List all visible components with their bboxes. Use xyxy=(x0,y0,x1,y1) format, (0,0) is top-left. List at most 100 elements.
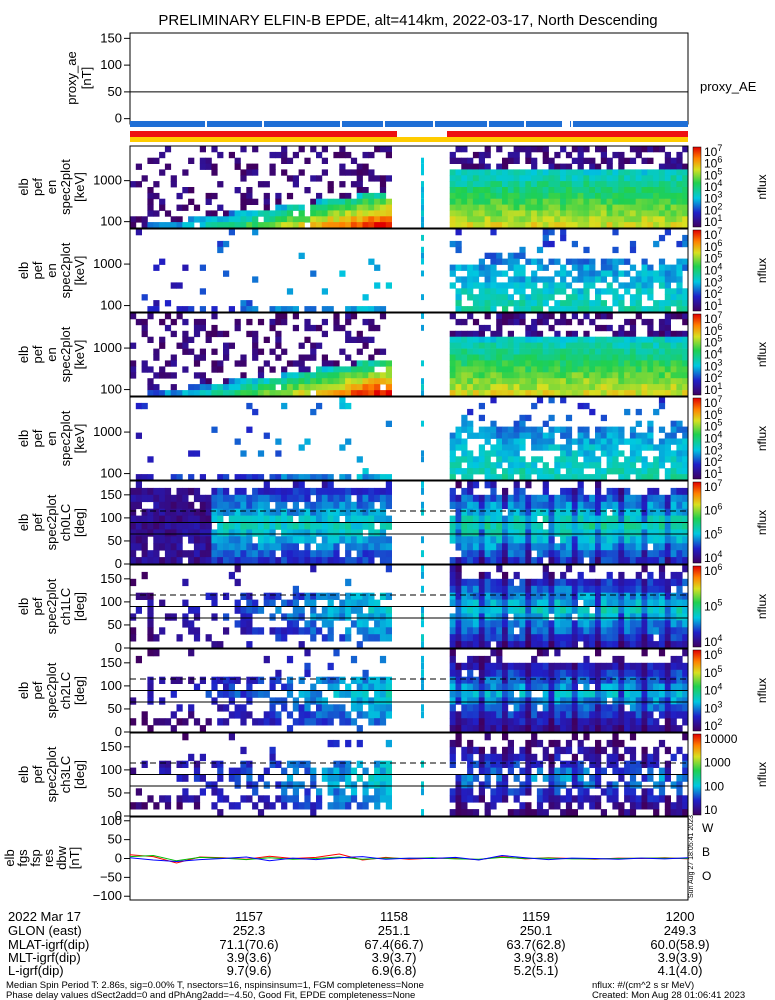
heatmap-cell xyxy=(658,163,666,170)
heatmap-cell xyxy=(595,444,602,451)
heatmap-cell xyxy=(379,697,387,705)
heatmap-cell xyxy=(600,414,607,422)
heatmap-cell xyxy=(571,210,578,217)
heatmap-cell xyxy=(658,366,666,373)
heatmap-cell xyxy=(240,620,247,628)
heatmap-cell xyxy=(548,578,555,587)
heatmap-cell xyxy=(385,802,392,810)
heatmap-cell xyxy=(635,438,642,445)
heatmap-cell xyxy=(664,264,671,271)
heatmap-cell xyxy=(461,683,468,691)
heatmap-cell xyxy=(182,204,189,211)
heatmap-cell xyxy=(269,222,276,229)
heatmap-cell xyxy=(298,204,305,211)
heatmap-cell xyxy=(542,151,549,159)
heatmap-cell xyxy=(484,620,491,628)
heatmap-cell xyxy=(606,515,613,523)
heatmap-cell xyxy=(362,378,369,385)
heatmap-cell xyxy=(554,390,561,397)
heatmap-cell xyxy=(618,522,625,530)
heatmap-cell xyxy=(327,216,334,223)
heatmap-cell xyxy=(275,795,282,803)
heatmap-cell xyxy=(298,360,305,367)
colorbar-label: nflux xyxy=(755,258,769,283)
heatmap-cell xyxy=(472,204,480,211)
heatmap-cell xyxy=(449,655,456,664)
heatmap-cell xyxy=(624,192,631,200)
heatmap-cell xyxy=(635,198,642,205)
heatmap-cell xyxy=(635,204,642,211)
heatmap-cell xyxy=(548,354,555,361)
heatmap-cell xyxy=(170,550,177,558)
heatmap-cell xyxy=(345,634,352,642)
heatmap-cell xyxy=(583,432,590,439)
heatmap-cell xyxy=(362,294,369,301)
heatmap-cell xyxy=(455,620,462,628)
heatmap-cell xyxy=(147,487,154,496)
heatmap-cell xyxy=(345,529,352,537)
heatmap-cell xyxy=(624,360,631,367)
heatmap-cell xyxy=(548,366,555,373)
heatmap-cell xyxy=(490,420,497,427)
heatmap-cell xyxy=(135,543,142,551)
heatmap-cell xyxy=(618,494,625,503)
heatmap-cell xyxy=(164,360,172,367)
heatmap-cell xyxy=(379,550,387,558)
heatmap-cell xyxy=(560,578,567,587)
heatmap-cell xyxy=(135,216,142,223)
heatmap-cell xyxy=(682,234,689,242)
heatmap-cell xyxy=(565,384,573,391)
heatmap-cell xyxy=(286,522,294,530)
heatmap-cell xyxy=(199,163,206,170)
heatmap-cell xyxy=(612,444,619,451)
heatmap-cell xyxy=(228,676,235,684)
gap-strip-cell xyxy=(421,246,424,253)
heatmap-cell xyxy=(199,264,206,271)
heatmap-cell xyxy=(583,438,590,445)
heatmap-cell xyxy=(571,718,578,726)
heatmap-cell xyxy=(519,354,526,361)
heatmap-cell xyxy=(589,634,596,642)
heatmap-cell xyxy=(304,508,311,516)
heatmap-cell xyxy=(304,494,311,503)
heatmap-cell xyxy=(600,599,607,607)
heatmap-cell xyxy=(554,204,561,211)
panel-ylabel: [keV] xyxy=(72,256,87,286)
heatmap-cell xyxy=(234,210,241,217)
heatmap-cell xyxy=(641,613,648,621)
heatmap-cell xyxy=(664,683,671,691)
heatmap-cell xyxy=(246,711,253,719)
colorbar-tick-label: 105 xyxy=(704,664,722,680)
heatmap-cell xyxy=(525,187,532,194)
heatmap-cell xyxy=(333,788,340,796)
heatmap-cell xyxy=(502,192,509,200)
heatmap-cell xyxy=(449,354,456,361)
heatmap-cell xyxy=(507,282,514,289)
heatmap-cell xyxy=(385,210,392,217)
heatmap-cell xyxy=(565,462,573,469)
heatmap-cell xyxy=(542,336,549,343)
heatmap-cell xyxy=(589,557,596,565)
heatmap-cell xyxy=(281,697,288,705)
heatmap-cell xyxy=(612,354,619,361)
heatmap-cell xyxy=(629,683,637,691)
heatmap-cell xyxy=(571,487,578,496)
heatmap-cell xyxy=(595,536,602,544)
heatmap-cell xyxy=(484,198,491,205)
heatmap-cell xyxy=(542,229,549,236)
heatmap-cell xyxy=(519,384,526,391)
heatmap-cell xyxy=(548,187,555,194)
heatmap-cell xyxy=(449,450,456,457)
heatmap-cell xyxy=(507,662,514,671)
heatmap-cell xyxy=(467,781,474,789)
heatmap-cell xyxy=(507,725,514,733)
heatmap-cell xyxy=(327,372,334,379)
heatmap-cell xyxy=(676,366,683,373)
heatmap-cell xyxy=(234,187,241,194)
heatmap-cell xyxy=(635,181,642,188)
heatmap-cell xyxy=(502,384,509,391)
heatmap-cell xyxy=(595,270,602,277)
heatmap-cell xyxy=(606,444,613,451)
heatmap-cell xyxy=(240,175,247,182)
heatmap-cell xyxy=(478,181,485,188)
